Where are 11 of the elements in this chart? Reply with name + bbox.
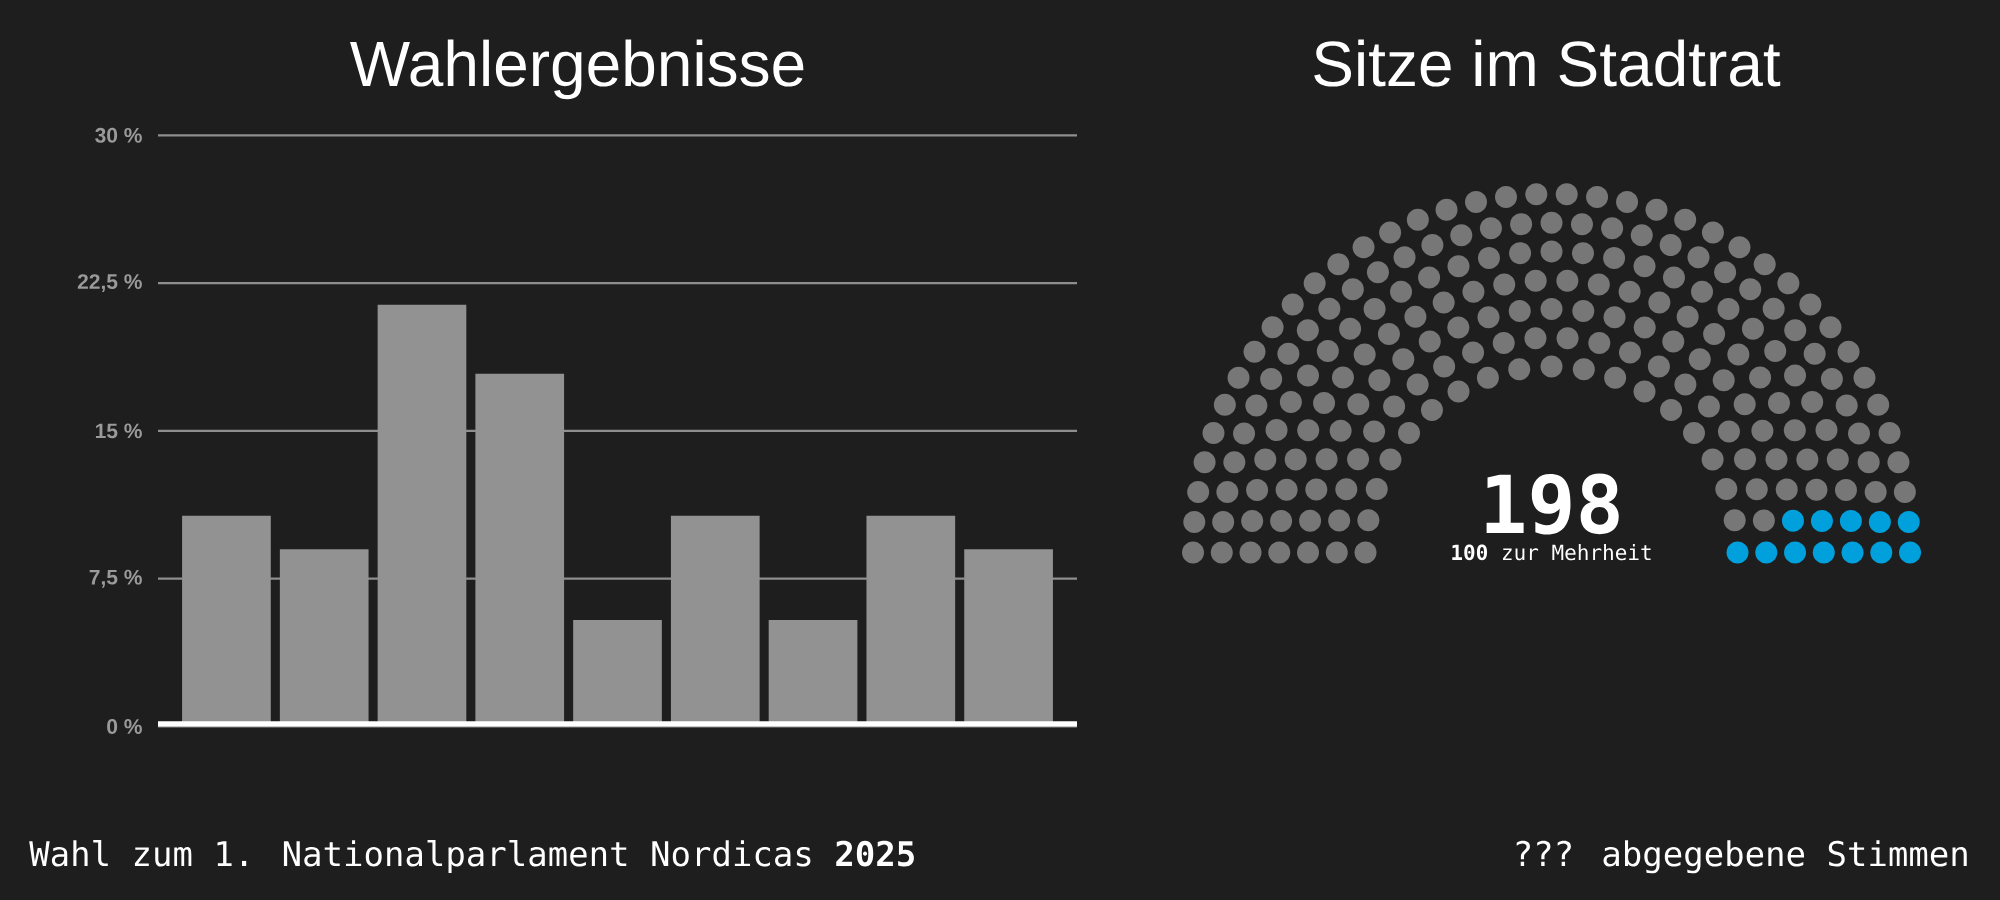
y-tick-label: 0 % [107, 719, 142, 734]
y-tick-label: 30 % [95, 127, 142, 143]
text: Sitze im Stadtrat [1314, 39, 1781, 87]
text: ??? abgegebene Stimmen [1516, 840, 1967, 874]
y-tick-label: 7,5 % [89, 569, 142, 588]
chart-title: Wahlergebnisse [350, 39, 804, 100]
y-tick-label: 22,5 % [77, 274, 142, 293]
text: Wahl zum 1. Nationalparlament Nordicas 2025 [29, 839, 914, 874]
text: 198 [1486, 473, 1619, 535]
text: 100 zur Mehrheit [1452, 544, 1651, 561]
y-tick-label: 15 % [95, 423, 142, 439]
